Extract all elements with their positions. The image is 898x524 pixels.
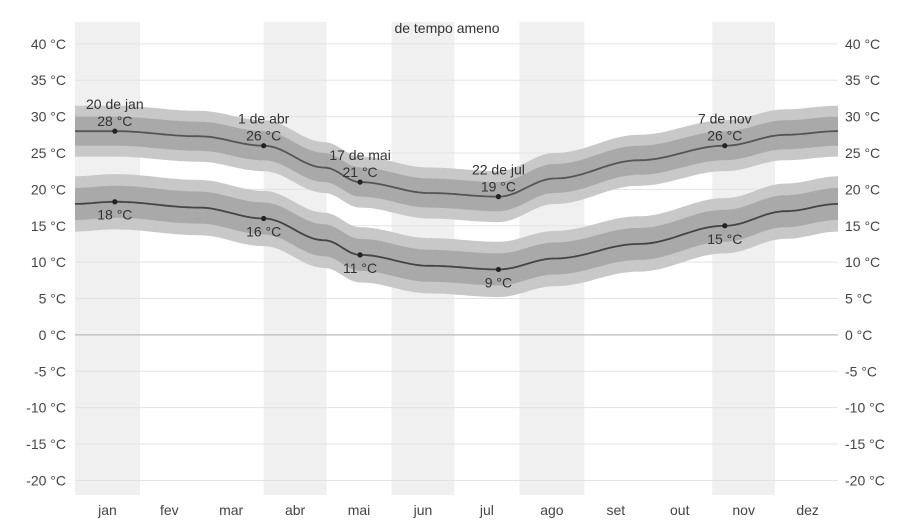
- annotation-date: 20 de jan: [86, 96, 144, 112]
- y-tick-label-right: 25 °C: [845, 145, 880, 161]
- month-shade-nov: [712, 22, 776, 495]
- y-tick-label-left: -5 °C: [34, 363, 66, 379]
- y-tick-label-right: 15 °C: [845, 218, 880, 234]
- y-tick-label-right: 30 °C: [845, 109, 880, 125]
- x-tick-label: out: [670, 502, 690, 518]
- annotation-point: [261, 215, 267, 222]
- annotation-date: 1 de abr: [238, 111, 290, 127]
- y-tick-label-right: 10 °C: [845, 254, 880, 270]
- inner-band-1: [75, 185, 838, 286]
- annotation-date: 7 de nov: [698, 111, 752, 127]
- temperature-bands: [75, 105, 838, 298]
- y-tick-label-left: -10 °C: [26, 400, 66, 416]
- annotation-point: [722, 143, 728, 149]
- annotation-value: 18 °C: [97, 207, 132, 223]
- y-tick-label-right: -5 °C: [845, 363, 877, 379]
- y-tick-label-left: -20 °C: [26, 472, 66, 488]
- annotation-point: [495, 194, 502, 200]
- x-tick-label: dez: [796, 502, 819, 518]
- y-tick-label-left: 35 °C: [31, 72, 66, 88]
- y-tick-label-left: 40 °C: [31, 36, 66, 52]
- y-tick-label-right: 0 °C: [845, 327, 872, 343]
- y-tick-label-right: 35 °C: [845, 72, 880, 88]
- y-tick-label-left: 25 °C: [31, 145, 66, 161]
- annotation-value: 26 °C: [246, 128, 281, 144]
- annotation-value: 9 °C: [485, 274, 512, 290]
- y-tick-label-left: 15 °C: [31, 218, 66, 234]
- annotation-value: 26 °C: [707, 128, 742, 144]
- y-tick-label-left: 20 °C: [31, 181, 66, 197]
- inner-band-0: [75, 116, 838, 212]
- annotation-point: [357, 252, 363, 258]
- annotation-value: 28 °C: [97, 113, 132, 129]
- x-axis: jan fev mar abr mai jun jul ago set out nov dez: [97, 502, 819, 518]
- annotation-point: [112, 128, 118, 134]
- annotation-point: [261, 143, 267, 149]
- x-tick-label: jul: [479, 502, 494, 518]
- y-tick-label-left: -15 °C: [26, 436, 66, 452]
- y-tick-label-left: 5 °C: [39, 291, 66, 307]
- x-tick-label: ago: [540, 502, 564, 518]
- annotation-point: [357, 179, 363, 185]
- annotation-point: [112, 199, 118, 205]
- x-tick-label: set: [606, 502, 625, 518]
- annotation-value: 19 °C: [481, 179, 516, 195]
- x-tick-label: mar: [219, 502, 243, 518]
- month-shade-jan: [75, 22, 140, 495]
- temperature-line-1: [75, 200, 839, 271]
- x-tick-label: nov: [732, 502, 755, 518]
- annotation-value: 21 °C: [342, 164, 377, 180]
- annotation-point: [722, 223, 728, 229]
- x-tick-label: jan: [97, 502, 117, 518]
- x-tick-label: abr: [285, 502, 306, 518]
- y-axis-left: -20 °C -15 °C -10 °C -5 °C 0 °C 5 °C 10 °C 15 °…: [26, 36, 66, 489]
- annotation-value: 15 °C: [707, 231, 742, 247]
- temperature-lines: [75, 130, 839, 271]
- temperature-line-0: [75, 130, 838, 198]
- y-tick-label-right: 20 °C: [845, 181, 880, 197]
- annotation-value: 16 °C: [246, 223, 281, 239]
- y-tick-label-left: 0 °C: [39, 327, 66, 343]
- x-tick-label: fev: [160, 502, 179, 518]
- y-tick-label-left: 30 °C: [31, 109, 66, 125]
- y-tick-label-right: -10 °C: [845, 400, 885, 416]
- annotation-value: 11 °C: [343, 260, 377, 276]
- x-tick-label: mai: [348, 502, 371, 518]
- y-axis-right: -20 °C -15 °C -10 °C -5 °C 0 °C 5 °C 10 °C 15 °…: [845, 36, 885, 489]
- chart-title: de tempo ameno: [394, 20, 499, 36]
- y-tick-label-left: 10 °C: [31, 254, 66, 270]
- y-tick-label-right: -15 °C: [845, 436, 885, 452]
- x-tick-label: jun: [413, 502, 433, 518]
- y-tick-label-right: 40 °C: [845, 36, 880, 52]
- y-tick-label-right: 5 °C: [845, 291, 872, 307]
- annotation-date: 17 de mai: [329, 147, 390, 163]
- y-tick-label-right: -20 °C: [845, 472, 885, 488]
- annotation-point: [495, 266, 502, 273]
- annotation-date: 22 de jul: [472, 162, 525, 178]
